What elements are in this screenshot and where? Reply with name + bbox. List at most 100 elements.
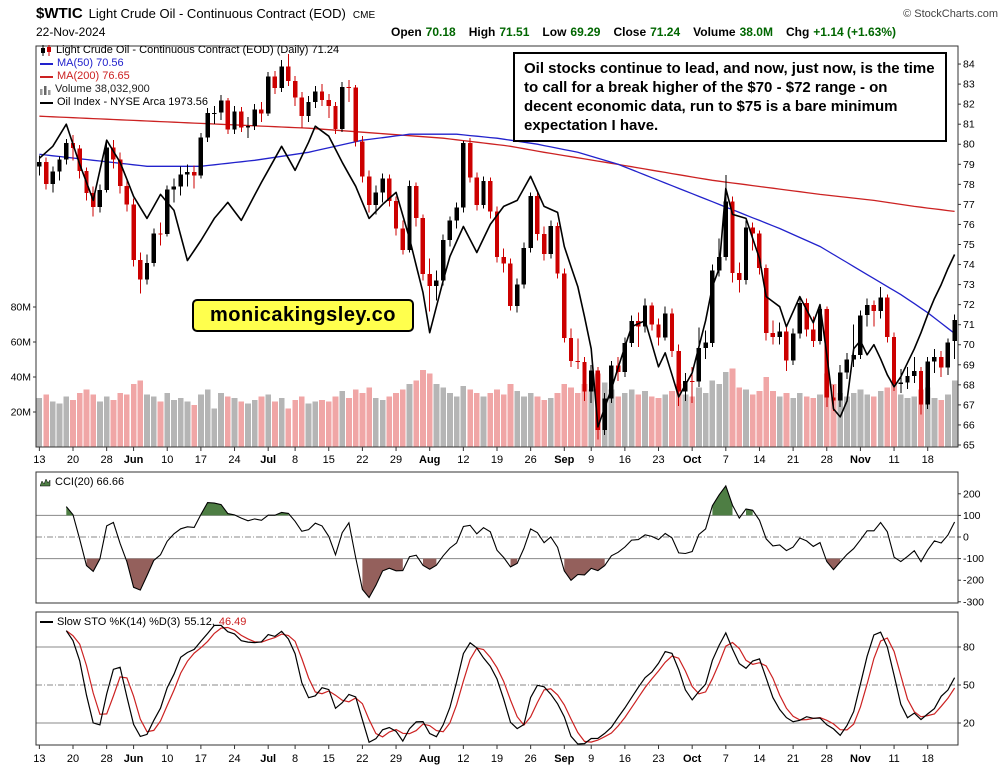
svg-text:20: 20 xyxy=(963,718,975,730)
svg-text:11: 11 xyxy=(888,454,899,466)
svg-text:71: 71 xyxy=(963,319,975,331)
svg-text:Sep: Sep xyxy=(554,753,574,765)
svg-text:83: 83 xyxy=(963,79,975,91)
svg-text:Nov: Nov xyxy=(850,454,872,466)
svg-text:14: 14 xyxy=(753,753,765,765)
annotation-box: Oil stocks continue to lead, and now, ju… xyxy=(513,52,947,142)
svg-text:20M: 20M xyxy=(11,407,31,419)
date-axis: 13 20 28 Jun 10 17 24 Jul 8 15 22 29 Aug 12 19 26 Sep 9 16… xyxy=(33,447,934,466)
svg-text:20: 20 xyxy=(67,454,79,466)
volume-bars xyxy=(36,368,958,448)
price-axis: 84 83 82 81 80 79 78 77 76 75 74 73 72 71 70 69 68 67 66 65 xyxy=(958,59,975,451)
sto-legend-label: Slow STO %K(14) %D(3) xyxy=(57,616,181,628)
svg-text:Jun: Jun xyxy=(124,454,144,466)
svg-text:19: 19 xyxy=(491,753,503,765)
svg-text:Jul: Jul xyxy=(260,753,276,765)
svg-text:-200: -200 xyxy=(963,575,984,587)
svg-text:75: 75 xyxy=(963,239,975,251)
ma200-legend: MA(200) 76.65 xyxy=(57,70,130,82)
svg-text:28: 28 xyxy=(821,753,833,765)
svg-text:18: 18 xyxy=(922,753,934,765)
svg-text:82: 82 xyxy=(963,99,975,111)
svg-text:11: 11 xyxy=(888,753,899,765)
quote-label: Chg xyxy=(785,25,810,39)
price-legend-row: Light Crude Oil - Continuous Contract (E… xyxy=(40,44,339,57)
svg-text:100: 100 xyxy=(963,510,981,522)
svg-text:40M: 40M xyxy=(11,372,31,384)
svg-text:200: 200 xyxy=(963,488,981,500)
svg-text:7: 7 xyxy=(723,454,729,466)
svg-text:10: 10 xyxy=(161,454,173,466)
quote-label: Volume xyxy=(693,25,736,39)
cci-indicator-icon xyxy=(40,478,51,487)
sto-d-line xyxy=(65,626,956,743)
svg-text:12: 12 xyxy=(457,753,469,765)
svg-text:18: 18 xyxy=(922,454,934,466)
date-axis: 13 20 28 Jun 10 17 24 Jul 8 15 22 29 Aug 12 19 26 Sep 9 16… xyxy=(33,745,934,765)
svg-text:Aug: Aug xyxy=(419,753,440,765)
svg-text:20: 20 xyxy=(67,753,79,765)
svg-text:26: 26 xyxy=(525,753,537,765)
svg-text:16: 16 xyxy=(619,454,631,466)
sto-k-value: 55.12, xyxy=(184,616,215,628)
svg-text:68: 68 xyxy=(963,379,975,391)
quote-label: High xyxy=(468,25,496,39)
stochastic-pane xyxy=(35,611,959,746)
svg-text:28: 28 xyxy=(821,454,833,466)
volume-legend: Volume 38,032,900 xyxy=(55,83,150,95)
svg-text:21: 21 xyxy=(787,454,799,466)
quote-value: 38.0M xyxy=(739,25,773,39)
quote-value: 70.18 xyxy=(425,25,456,39)
svg-text:60M: 60M xyxy=(11,337,31,349)
ma200-line xyxy=(39,115,955,213)
svg-text:22: 22 xyxy=(356,753,368,765)
main-legend: Light Crude Oil - Continuous Contract (E… xyxy=(40,44,339,109)
svg-text:66: 66 xyxy=(963,419,975,431)
svg-text:70: 70 xyxy=(963,339,975,351)
svg-text:28: 28 xyxy=(101,454,113,466)
svg-text:Oct: Oct xyxy=(683,753,702,765)
svg-text:69: 69 xyxy=(963,359,975,371)
svg-text:17: 17 xyxy=(195,454,207,466)
svg-text:15: 15 xyxy=(323,753,335,765)
quote-value: +1.14 (+1.63%) xyxy=(813,25,897,39)
svg-text:Jul: Jul xyxy=(260,454,276,466)
cci-pane xyxy=(35,471,959,604)
sto-legend-row: Slow STO %K(14) %D(3) 55.12, 46.49 xyxy=(40,616,246,628)
svg-text:72: 72 xyxy=(963,299,975,311)
svg-text:Nov: Nov xyxy=(850,753,872,765)
symbol: $WTIC xyxy=(36,5,83,22)
svg-text:8: 8 xyxy=(292,454,298,466)
cci-legend: CCI(20) 66.66 xyxy=(55,476,125,488)
svg-text:15: 15 xyxy=(323,454,335,466)
svg-text:80: 80 xyxy=(963,641,975,653)
svg-text:67: 67 xyxy=(963,399,975,411)
oil-index-legend: Oil Index - NYSE Arca 1973.56 xyxy=(57,96,209,108)
svg-text:22: 22 xyxy=(356,454,368,466)
volume-legend-row: Volume 38,032,900 xyxy=(40,83,339,96)
svg-text:Aug: Aug xyxy=(419,454,440,466)
svg-text:16: 16 xyxy=(619,753,631,765)
svg-text:7: 7 xyxy=(723,753,729,765)
quote-value: 69.29 xyxy=(570,25,601,39)
svg-text:29: 29 xyxy=(390,753,402,765)
svg-text:84: 84 xyxy=(963,59,975,71)
exchange-label: CME xyxy=(352,10,376,21)
svg-text:23: 23 xyxy=(652,454,664,466)
cci-legend-row: CCI(20) 66.66 xyxy=(40,476,124,488)
svg-text:78: 78 xyxy=(963,179,975,191)
oil-index-line-icon xyxy=(40,101,53,104)
svg-text:Sep: Sep xyxy=(554,454,574,466)
svg-text:Jun: Jun xyxy=(124,753,144,765)
svg-text:13: 13 xyxy=(33,454,45,466)
cci-line xyxy=(65,484,956,599)
svg-text:21: 21 xyxy=(787,753,799,765)
svg-text:9: 9 xyxy=(588,753,594,765)
ma50-legend-row: MA(50) 70.56 xyxy=(40,57,339,70)
svg-text:77: 77 xyxy=(963,199,975,211)
svg-text:29: 29 xyxy=(390,454,402,466)
oil-index-legend-row: Oil Index - NYSE Arca 1973.56 xyxy=(40,96,339,109)
ma200-legend-row: MA(200) 76.65 xyxy=(40,70,339,83)
main-price-pane xyxy=(36,54,958,448)
